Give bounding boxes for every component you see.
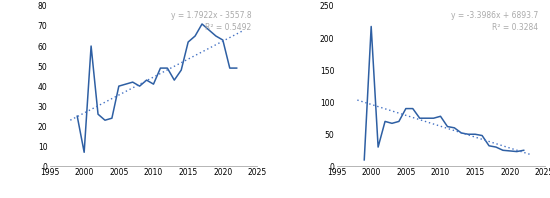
Text: y = 1.7922x - 3557.8
R² = 0.5492: y = 1.7922x - 3557.8 R² = 0.5492 bbox=[170, 11, 251, 32]
Text: y = -3.3986x + 6893.7
R² = 0.3284: y = -3.3986x + 6893.7 R² = 0.3284 bbox=[451, 11, 538, 32]
